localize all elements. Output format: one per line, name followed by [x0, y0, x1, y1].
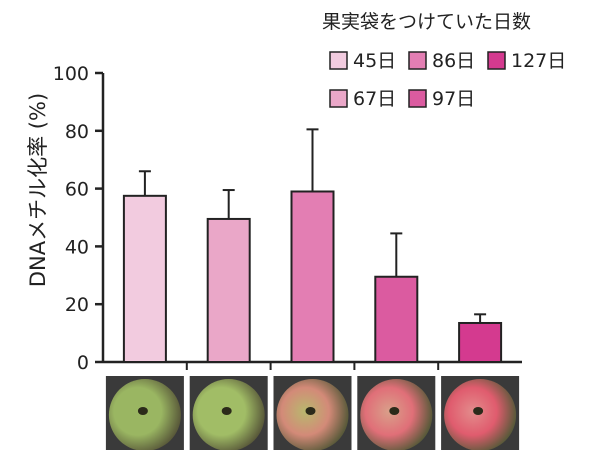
legend-swatch-3	[487, 51, 506, 70]
apple-photo-4	[357, 376, 436, 450]
bar-2	[206, 217, 251, 363]
y-tick-label: 40	[65, 236, 89, 258]
apple-stem-cavity	[221, 407, 232, 415]
bar-1	[122, 194, 167, 363]
legend-label-2: 86日	[432, 50, 475, 72]
apple-photo-5	[441, 376, 520, 450]
apple-stem-cavity	[305, 407, 316, 415]
legend-label-5: 97日	[432, 88, 475, 110]
legend-swatch-4	[329, 89, 348, 108]
y-tick-label: 20	[65, 294, 89, 316]
y-tick-label: 60	[65, 179, 89, 201]
apple-photo-3	[273, 376, 352, 450]
bar-4	[374, 275, 419, 363]
apple-stem-cavity	[473, 407, 484, 415]
bar-3	[290, 190, 335, 363]
y-axis-label: DNAメチル化率 (%)	[26, 93, 50, 287]
apple-stem-cavity	[389, 407, 400, 415]
bar-5	[458, 321, 503, 363]
y-tick-label: 80	[65, 121, 89, 143]
apple-photos	[105, 376, 520, 450]
legend-label-1: 45日	[353, 50, 396, 72]
apple-photo-1	[105, 376, 184, 450]
bars	[122, 128, 503, 363]
apple-photo-2	[189, 376, 268, 450]
legend-title: 果実袋をつけていた日数	[322, 11, 531, 33]
legend-swatch-1	[329, 51, 348, 70]
legend: 45日 86日 127日 67日 97日	[329, 50, 566, 110]
apple-stem-cavity	[137, 407, 148, 415]
legend-label-4: 67日	[353, 88, 396, 110]
y-tick-label: 100	[53, 63, 89, 85]
y-tick-label: 0	[77, 352, 89, 374]
legend-label-3: 127日	[511, 50, 566, 72]
legend-swatch-5	[408, 89, 427, 108]
legend-swatch-2	[408, 51, 427, 70]
axes: 0 20 40 60 80 100	[53, 63, 522, 374]
